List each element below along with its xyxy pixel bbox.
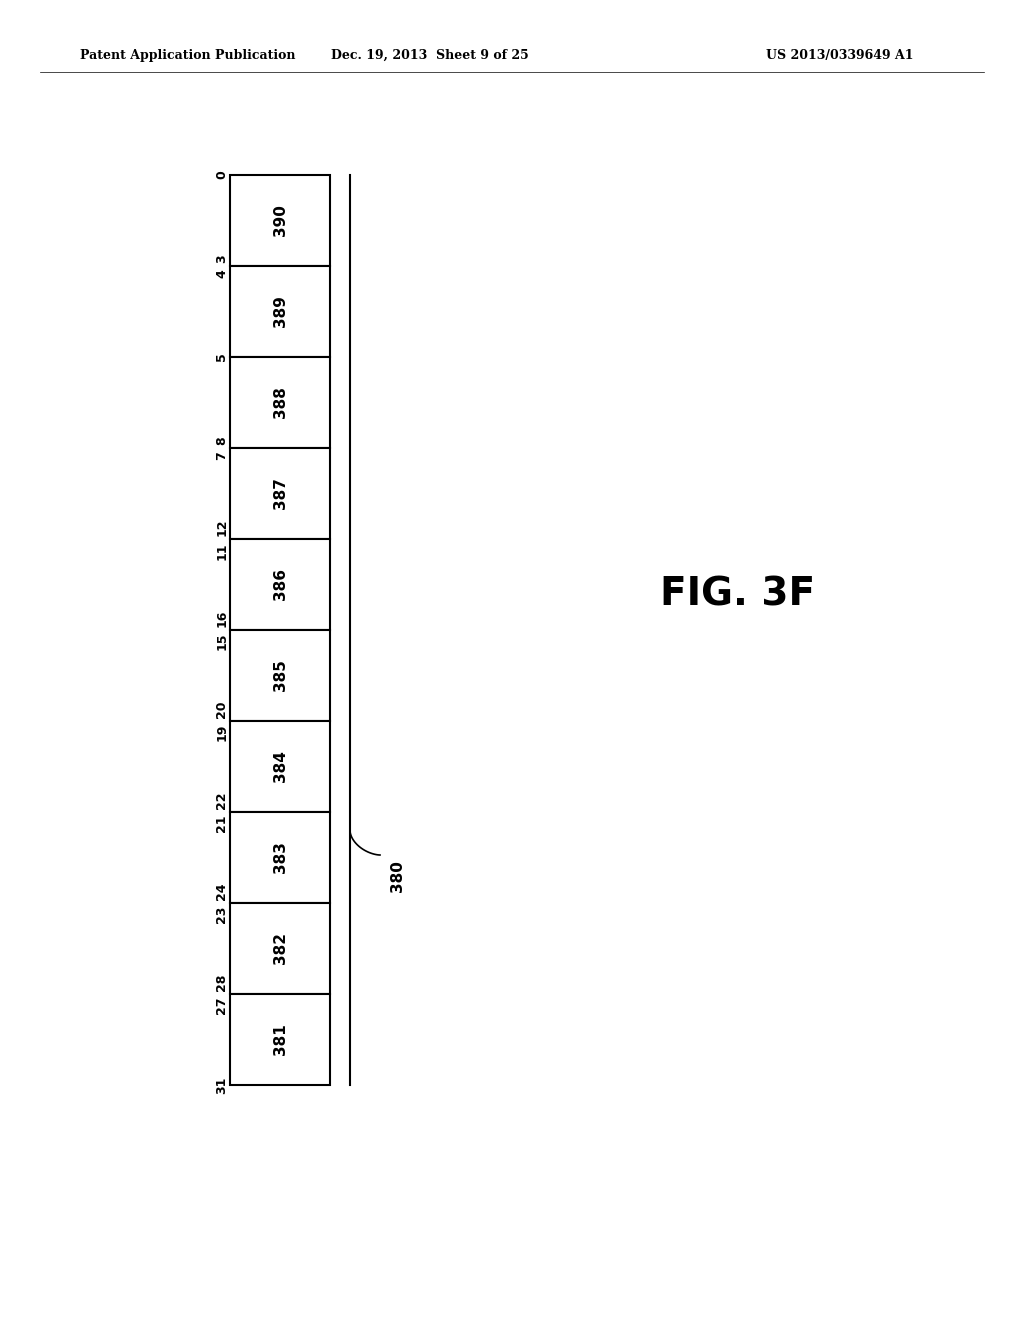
Text: 386: 386 xyxy=(272,569,288,601)
Bar xyxy=(230,994,330,1085)
Text: 11: 11 xyxy=(215,543,228,560)
Text: 388: 388 xyxy=(272,387,288,418)
Bar xyxy=(230,267,330,356)
Text: 0: 0 xyxy=(215,170,228,180)
Text: 380: 380 xyxy=(390,861,406,892)
Bar xyxy=(230,539,330,630)
Text: 7: 7 xyxy=(215,451,228,459)
Text: 21: 21 xyxy=(215,814,228,833)
Text: 15: 15 xyxy=(215,634,228,651)
Text: 22: 22 xyxy=(215,792,228,809)
Text: 23: 23 xyxy=(215,906,228,924)
Text: 12: 12 xyxy=(215,519,228,536)
Text: 31: 31 xyxy=(215,1076,228,1094)
Text: FIG. 3F: FIG. 3F xyxy=(659,576,815,612)
Text: 4: 4 xyxy=(215,269,228,277)
Text: 19: 19 xyxy=(215,723,228,742)
Bar xyxy=(230,447,330,539)
Text: 384: 384 xyxy=(272,751,288,783)
Text: 389: 389 xyxy=(272,296,288,327)
Bar xyxy=(230,812,330,903)
Bar xyxy=(230,903,330,994)
Text: 24: 24 xyxy=(215,883,228,900)
Text: 382: 382 xyxy=(272,932,288,965)
Text: 28: 28 xyxy=(215,974,228,991)
Text: 27: 27 xyxy=(215,997,228,1015)
Bar xyxy=(230,721,330,812)
Bar xyxy=(230,630,330,721)
Text: 387: 387 xyxy=(272,478,288,510)
Text: 5: 5 xyxy=(215,352,228,362)
Text: 390: 390 xyxy=(272,205,288,236)
Text: 16: 16 xyxy=(215,610,228,627)
Text: Dec. 19, 2013  Sheet 9 of 25: Dec. 19, 2013 Sheet 9 of 25 xyxy=(331,49,528,62)
Bar xyxy=(230,356,330,447)
Bar xyxy=(230,176,330,267)
Text: 385: 385 xyxy=(272,660,288,692)
Text: 381: 381 xyxy=(272,1023,288,1056)
Text: US 2013/0339649 A1: US 2013/0339649 A1 xyxy=(766,49,913,62)
Text: Patent Application Publication: Patent Application Publication xyxy=(80,49,296,62)
Text: 8: 8 xyxy=(215,437,228,445)
Text: 20: 20 xyxy=(215,701,228,718)
Text: 3: 3 xyxy=(215,255,228,263)
Text: 383: 383 xyxy=(272,842,288,874)
